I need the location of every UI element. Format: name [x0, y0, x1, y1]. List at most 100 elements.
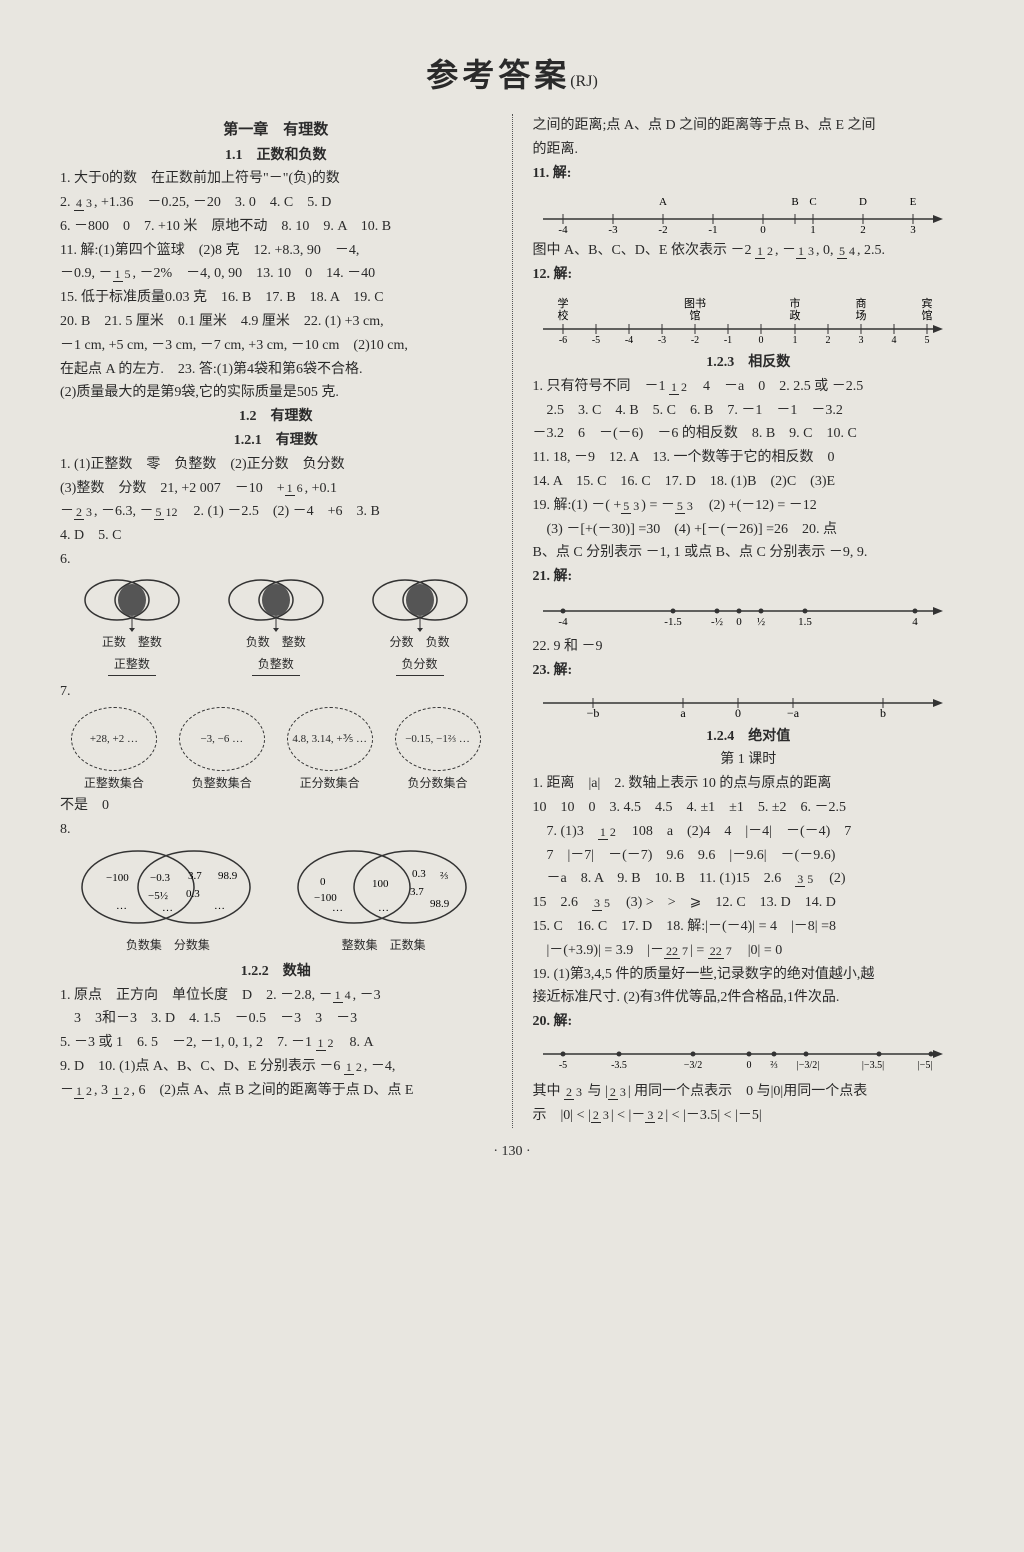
svg-text:-2: -2 [690, 335, 698, 345]
t: 其中 [533, 1084, 565, 1099]
line: －12, 3 12, 6 (2)点 A、点 B 之间的距离等于点 D、点 E [60, 1079, 492, 1103]
fraction: 23 [564, 1086, 584, 1098]
svg-text:-1: -1 [723, 335, 731, 345]
fraction: 12 [74, 1085, 94, 1097]
venn-diagrams-q6: 正数 整数 正整数 负数 整数 负整数 [60, 576, 492, 676]
fraction: 23 [591, 1109, 611, 1121]
svg-text:3: 3 [858, 335, 863, 345]
svg-text:-1: -1 [708, 224, 717, 233]
svg-text:0: 0 [320, 876, 326, 888]
svg-text:0: 0 [746, 1060, 751, 1071]
t: 19. 解:(1) －( + [533, 498, 622, 513]
svg-text:-3: -3 [657, 335, 665, 345]
number-line-20: -5 -3.5 −3/2 0 ⅔ |−3/2| |−3.5| |−5| [533, 1040, 965, 1074]
svg-text:98.9: 98.9 [430, 898, 450, 910]
svg-text:…: … [214, 900, 225, 912]
title-main: 参考答案 [426, 57, 570, 93]
svg-text:-1.5: -1.5 [664, 616, 682, 628]
set-labels-q7: 正整数集合 负整数集合 正分数集合 负分数集合 [60, 773, 492, 793]
fraction: 23 [74, 506, 94, 518]
line: 20. 解: [533, 1010, 965, 1034]
line: 示 |0| < |23| < |－32| < |－3.5| < |－5| [533, 1104, 965, 1128]
fraction: 15 [113, 268, 133, 280]
fraction: 54 [837, 245, 857, 257]
venn-diagrams-q8: −100 −0.3 −5½ 3.7 0.3 98.9 … … … 负数集 分数集 [60, 845, 492, 955]
svg-text:…: … [332, 902, 343, 914]
fraction: 23 [608, 1086, 628, 1098]
svg-text:-2: -2 [658, 224, 667, 233]
svg-text:3.7: 3.7 [188, 870, 202, 882]
line: 19. (1)第3,4,5 件的质量好一些,记录数字的绝对值越小,越 [533, 963, 965, 987]
venn-8-right: 0 −100 100 0.3 ⅔ 3.7 98.9 … … 整数集 正数集 [284, 845, 484, 955]
set-oval: −3, −6 … [179, 707, 265, 771]
svg-text:−0.3: −0.3 [150, 872, 170, 884]
t: , － [775, 243, 796, 258]
svg-text:D: D [859, 196, 867, 208]
fraction: 35 [592, 897, 612, 909]
line: 7 |－7| －(－7) 9.6 9.6 |－9.6| －(－9.6) [533, 844, 965, 868]
line: 不是 0 [60, 794, 492, 818]
fraction: 32 [645, 1109, 665, 1121]
t: (2) [815, 871, 845, 886]
svg-text:…: … [162, 902, 173, 914]
t: 7. (1)3 [533, 824, 598, 839]
set-label: 正分数集合 [300, 773, 360, 793]
line: 6. －800 0 7. +10 米 原地不动 8. 10 9. A 10. B [60, 215, 492, 239]
line: 15. 低于标准质量0.03 克 16. B 17. B 18. A 19. C [60, 286, 492, 310]
t: 5. －3 或 1 6. 5 －2, －1, 0, 1, 2 7. －1 [60, 1035, 316, 1050]
fraction: 12 [755, 245, 775, 257]
svg-text:-5: -5 [558, 1060, 566, 1071]
t: －a 8. A 9. B 10. B 11. (1)15 2.6 [533, 871, 796, 886]
line: 6. [60, 548, 492, 572]
section-1-2-3: 1.2.3 相反数 [533, 351, 965, 375]
venn-b: 负数 整数 负整数 [221, 576, 331, 676]
venn-a: 正数 整数 正整数 [77, 576, 187, 676]
line: －a 8. A 9. B 10. B 11. (1)15 2.6 35 (2) [533, 867, 965, 891]
t: － [60, 504, 74, 519]
t: (3)整数 分数 21, +2 007 －10 + [60, 481, 285, 496]
t: 与 | [584, 1084, 608, 1099]
venn-caption: 负整数 [252, 654, 300, 675]
line: 15 2.6 35 (3) > > ⩾ 12. C 13. D 14. D [533, 891, 965, 915]
svg-text:−5½: −5½ [148, 890, 168, 902]
line: 其中 23 与 |23| 用同一个点表示 0 与|0|用同一个点表 [533, 1080, 965, 1104]
section-1-2-4: 1.2.4 绝对值 [533, 725, 965, 749]
svg-text:−100: −100 [106, 872, 129, 884]
t: 21. 解: [533, 569, 573, 584]
venn-caption: 正整数 [108, 654, 156, 675]
svg-text:-3.5: -3.5 [611, 1060, 627, 1071]
page-number: · 130 · [60, 1144, 964, 1160]
t: | = [690, 943, 708, 958]
t: |0| = 0 [734, 943, 783, 958]
t: | < |－ [611, 1108, 646, 1123]
svg-text:-3: -3 [608, 224, 618, 233]
venn-svg [77, 576, 187, 632]
svg-text:B: B [791, 196, 798, 208]
fraction: 12 [316, 1037, 336, 1049]
t: , －3 [353, 988, 381, 1003]
line: 4. D 5. C [60, 524, 492, 548]
line: (3) －[+(－30)] =30 (4) +[－(－26)] =26 20. … [533, 518, 965, 542]
svg-text:图书: 图书 [684, 297, 706, 310]
svg-text:1.5: 1.5 [798, 616, 812, 628]
line: 2. 43, +1.36 －0.25, －20 3. 0 4. C 5. D [60, 191, 492, 215]
svg-text:馆: 馆 [921, 308, 932, 322]
line: 12. 解: [533, 263, 965, 287]
line: 7. [60, 680, 492, 704]
fraction: 12 [669, 381, 689, 393]
line: 11. 18, －9 12. A 13. 一个数等于它的相反数 0 [533, 446, 965, 470]
fraction: 227 [664, 945, 690, 957]
t: 23. 解: [533, 663, 573, 678]
svg-text:0: 0 [736, 616, 742, 628]
svg-text:C: C [809, 196, 816, 208]
t: 108 a (2)4 4 |－4| －(－4) 7 [618, 824, 851, 839]
venn-label: 分数集 [174, 938, 210, 952]
svg-text:−3/2: −3/2 [683, 1060, 701, 1071]
t: , +1.36 －0.25, －20 3. 0 4. C 5. D [94, 195, 331, 210]
columns: 第一章 有理数 1.1 正数和负数 1. 大于0的数 在正数前加上符号"－"(负… [60, 114, 964, 1128]
svg-text:|−3/2|: |−3/2| [796, 1060, 818, 1071]
number-line-23: −b a 0 −a b [533, 689, 965, 719]
venn-label: 正数集 [390, 938, 426, 952]
fraction: 43 [74, 197, 94, 209]
t: 11. 解: [533, 166, 572, 181]
